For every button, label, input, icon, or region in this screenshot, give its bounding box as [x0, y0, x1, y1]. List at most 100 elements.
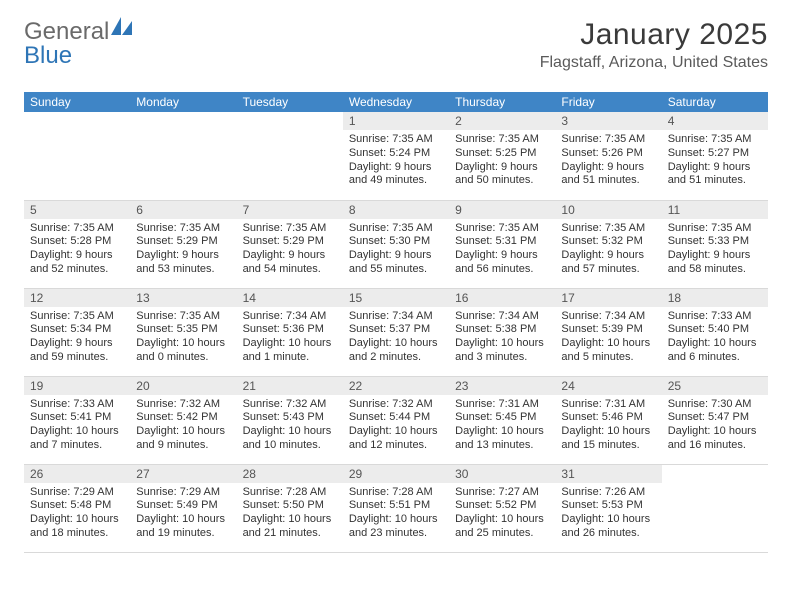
- weekday-header: Wednesday: [343, 92, 449, 112]
- header: General January 2025 Flagstaff, Arizona,…: [24, 18, 768, 72]
- day-number: 26: [24, 465, 130, 483]
- sunset-line: Sunset: 5:28 PM: [30, 235, 124, 249]
- calendar-day-cell: 23Sunrise: 7:31 AMSunset: 5:45 PMDayligh…: [449, 376, 555, 464]
- sunrise-line: Sunrise: 7:35 AM: [30, 222, 124, 236]
- sunset-line: Sunset: 5:53 PM: [561, 499, 655, 513]
- day-number: 15: [343, 289, 449, 307]
- day-number: 20: [130, 377, 236, 395]
- day-number: 19: [24, 377, 130, 395]
- daylight-line: Daylight: 10 hours and 1 minute.: [243, 337, 337, 365]
- day-number: 10: [555, 201, 661, 219]
- sunrise-line: Sunrise: 7:34 AM: [349, 310, 443, 324]
- sunset-line: Sunset: 5:38 PM: [455, 323, 549, 337]
- daylight-line: Daylight: 9 hours and 55 minutes.: [349, 249, 443, 277]
- calendar-day-cell: [662, 464, 768, 552]
- daylight-line: Daylight: 10 hours and 13 minutes.: [455, 425, 549, 453]
- sunrise-line: Sunrise: 7:31 AM: [561, 398, 655, 412]
- sunset-line: Sunset: 5:41 PM: [30, 411, 124, 425]
- sunrise-line: Sunrise: 7:31 AM: [455, 398, 549, 412]
- daylight-line: Daylight: 9 hours and 52 minutes.: [30, 249, 124, 277]
- daylight-line: Daylight: 10 hours and 7 minutes.: [30, 425, 124, 453]
- sunset-line: Sunset: 5:43 PM: [243, 411, 337, 425]
- daylight-line: Daylight: 10 hours and 26 minutes.: [561, 513, 655, 541]
- sunset-line: Sunset: 5:29 PM: [243, 235, 337, 249]
- sunset-line: Sunset: 5:40 PM: [668, 323, 762, 337]
- day-body: Sunrise: 7:33 AMSunset: 5:41 PMDaylight:…: [24, 395, 130, 457]
- calendar-day-cell: 19Sunrise: 7:33 AMSunset: 5:41 PMDayligh…: [24, 376, 130, 464]
- calendar-day-cell: [24, 112, 130, 200]
- day-body: Sunrise: 7:35 AMSunset: 5:25 PMDaylight:…: [449, 130, 555, 192]
- sunset-line: Sunset: 5:52 PM: [455, 499, 549, 513]
- calendar-day-cell: 1Sunrise: 7:35 AMSunset: 5:24 PMDaylight…: [343, 112, 449, 200]
- calendar-day-cell: 14Sunrise: 7:34 AMSunset: 5:36 PMDayligh…: [237, 288, 343, 376]
- day-body: Sunrise: 7:32 AMSunset: 5:44 PMDaylight:…: [343, 395, 449, 457]
- daylight-line: Daylight: 10 hours and 19 minutes.: [136, 513, 230, 541]
- sunrise-line: Sunrise: 7:35 AM: [243, 222, 337, 236]
- sunrise-line: Sunrise: 7:26 AM: [561, 486, 655, 500]
- calendar-day-cell: 26 Sunrise: 7:29 AMSunset: 5:48 PMDayligh…: [24, 464, 130, 552]
- daylight-line: Daylight: 10 hours and 9 minutes.: [136, 425, 230, 453]
- sunrise-line: Sunrise: 7:35 AM: [30, 310, 124, 324]
- day-number: 24: [555, 377, 661, 395]
- day-body: Sunrise: 7:35 AMSunset: 5:35 PMDaylight:…: [130, 307, 236, 369]
- sunrise-line: Sunrise: 7:32 AM: [136, 398, 230, 412]
- sunset-line: Sunset: 5:31 PM: [455, 235, 549, 249]
- day-number: 13: [130, 289, 236, 307]
- day-number: 5: [24, 201, 130, 219]
- sunrise-line: Sunrise: 7:35 AM: [668, 133, 762, 147]
- sunrise-line: Sunrise: 7:33 AM: [668, 310, 762, 324]
- calendar-week-row: 19Sunrise: 7:33 AMSunset: 5:41 PMDayligh…: [24, 376, 768, 464]
- day-body: Sunrise: 7:31 AMSunset: 5:45 PMDaylight:…: [449, 395, 555, 457]
- sunset-line: Sunset: 5:36 PM: [243, 323, 337, 337]
- day-number: 21: [237, 377, 343, 395]
- daylight-line: Daylight: 9 hours and 54 minutes.: [243, 249, 337, 277]
- day-number: 28: [237, 465, 343, 483]
- day-body: Sunrise: 7:35 AMSunset: 5:27 PMDaylight:…: [662, 130, 768, 192]
- daylight-line: Daylight: 10 hours and 6 minutes.: [668, 337, 762, 365]
- day-number: 7: [237, 201, 343, 219]
- day-number: 30: [449, 465, 555, 483]
- daylight-line: Daylight: 10 hours and 15 minutes.: [561, 425, 655, 453]
- daylight-line: Daylight: 9 hours and 50 minutes.: [455, 161, 549, 189]
- day-body: Sunrise: 7:32 AMSunset: 5:43 PMDaylight:…: [237, 395, 343, 457]
- day-body: Sunrise: 7:35 AMSunset: 5:30 PMDaylight:…: [343, 219, 449, 281]
- calendar-day-cell: 27Sunrise: 7:29 AMSunset: 5:49 PMDayligh…: [130, 464, 236, 552]
- day-number: 17: [555, 289, 661, 307]
- calendar-day-cell: 6Sunrise: 7:35 AMSunset: 5:29 PMDaylight…: [130, 200, 236, 288]
- sunset-line: Sunset: 5:32 PM: [561, 235, 655, 249]
- day-number: 3: [555, 112, 661, 130]
- sunrise-line: Sunrise: 7:35 AM: [136, 310, 230, 324]
- day-body: Sunrise: 7:35 AMSunset: 5:33 PMDaylight:…: [662, 219, 768, 281]
- sunrise-line: Sunrise: 7:33 AM: [30, 398, 124, 412]
- sunset-line: Sunset: 5:44 PM: [349, 411, 443, 425]
- sunset-line: Sunset: 5:29 PM: [136, 235, 230, 249]
- daylight-line: Daylight: 10 hours and 2 minutes.: [349, 337, 443, 365]
- sunrise-line: Sunrise: 7:29 AM: [30, 486, 124, 500]
- sunset-line: Sunset: 5:37 PM: [349, 323, 443, 337]
- calendar-week-row: 12Sunrise: 7:35 AMSunset: 5:34 PMDayligh…: [24, 288, 768, 376]
- calendar-day-cell: 28Sunrise: 7:28 AMSunset: 5:50 PMDayligh…: [237, 464, 343, 552]
- day-body: Sunrise: 7:35 AMSunset: 5:28 PMDaylight:…: [24, 219, 130, 281]
- logo-sail-icon: [111, 14, 133, 42]
- sunrise-line: Sunrise: 7:35 AM: [455, 133, 549, 147]
- sunset-line: Sunset: 5:39 PM: [561, 323, 655, 337]
- day-body: Sunrise: 7:28 AMSunset: 5:51 PMDaylight:…: [343, 483, 449, 545]
- sunrise-line: Sunrise: 7:35 AM: [668, 222, 762, 236]
- daylight-line: Daylight: 9 hours and 57 minutes.: [561, 249, 655, 277]
- sunrise-line: Sunrise: 7:34 AM: [243, 310, 337, 324]
- day-body: Sunrise: 7:35 AMSunset: 5:29 PMDaylight:…: [130, 219, 236, 281]
- day-number: 6: [130, 201, 236, 219]
- month-title: January 2025: [540, 18, 768, 52]
- sunrise-line: Sunrise: 7:35 AM: [349, 222, 443, 236]
- calendar-day-cell: 12Sunrise: 7:35 AMSunset: 5:34 PMDayligh…: [24, 288, 130, 376]
- sunset-line: Sunset: 5:42 PM: [136, 411, 230, 425]
- day-number: 22: [343, 377, 449, 395]
- calendar-day-cell: 16Sunrise: 7:34 AMSunset: 5:38 PMDayligh…: [449, 288, 555, 376]
- day-number: 16: [449, 289, 555, 307]
- calendar-week-row: 26Sunrise: 7:29 AMSunset: 5:48 PMDayligh…: [24, 464, 768, 552]
- daylight-line: Daylight: 10 hours and 18 minutes.: [30, 513, 124, 541]
- daylight-line: Daylight: 10 hours and 25 minutes.: [455, 513, 549, 541]
- sunset-line: Sunset: 5:48 PM: [30, 499, 124, 513]
- day-body: Sunrise: 7:35 AMSunset: 5:26 PMDaylight:…: [555, 130, 661, 192]
- day-body: Sunrise: 7:31 AMSunset: 5:46 PMDaylight:…: [555, 395, 661, 457]
